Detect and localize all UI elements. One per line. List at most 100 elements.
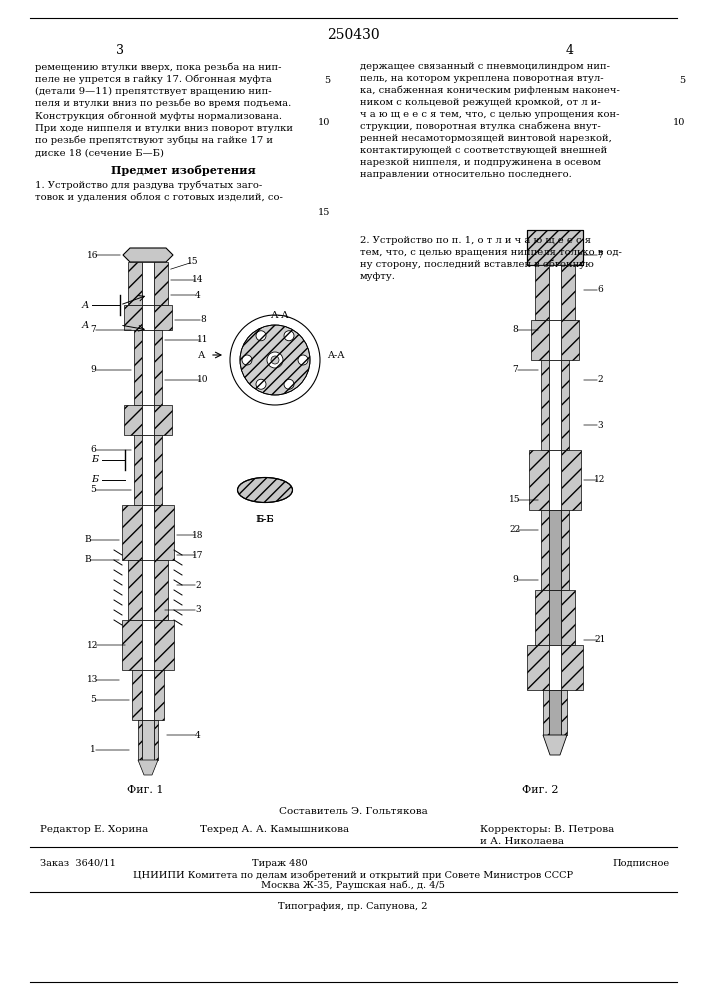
- Bar: [561, 265, 575, 320]
- Bar: [142, 720, 154, 760]
- Text: Корректоры: В. Петрова
и А. Николаева: Корректоры: В. Петрова и А. Николаева: [480, 825, 614, 846]
- Bar: [549, 510, 561, 590]
- Text: Редактор Е. Хорина: Редактор Е. Хорина: [40, 825, 148, 834]
- Bar: [122, 505, 142, 560]
- Bar: [535, 265, 549, 320]
- Text: 3: 3: [195, 605, 201, 614]
- Bar: [154, 405, 172, 435]
- Polygon shape: [123, 248, 173, 262]
- Text: B: B: [85, 536, 91, 544]
- Bar: [134, 330, 142, 405]
- Bar: [138, 720, 142, 760]
- Bar: [142, 620, 154, 670]
- Bar: [541, 360, 549, 450]
- Bar: [527, 230, 583, 265]
- Circle shape: [256, 379, 266, 389]
- Bar: [142, 560, 154, 620]
- Bar: [142, 505, 154, 560]
- Text: 10: 10: [672, 118, 685, 127]
- Bar: [561, 645, 583, 690]
- Text: 8: 8: [200, 316, 206, 324]
- Text: 22: 22: [509, 526, 520, 534]
- Text: 4: 4: [566, 43, 574, 56]
- Text: 2. Устройство по п. 1, о т л и ч а ю щ е е с я
тем, что, с целью вращения ниппел: 2. Устройство по п. 1, о т л и ч а ю щ е…: [360, 236, 622, 281]
- Text: Б-Б: Б-Б: [256, 515, 274, 524]
- Bar: [535, 590, 549, 645]
- Circle shape: [256, 331, 266, 341]
- Circle shape: [267, 352, 283, 368]
- Text: A-А: A-А: [327, 351, 344, 360]
- Circle shape: [240, 325, 310, 395]
- Text: 15: 15: [317, 208, 330, 217]
- Bar: [549, 360, 561, 450]
- Bar: [154, 620, 174, 670]
- Text: 2: 2: [195, 580, 201, 589]
- Text: 7: 7: [597, 250, 603, 259]
- Text: 12: 12: [595, 476, 606, 485]
- Polygon shape: [138, 760, 158, 775]
- Bar: [561, 690, 567, 735]
- Circle shape: [271, 356, 279, 364]
- Bar: [527, 645, 549, 690]
- Bar: [134, 435, 142, 505]
- Text: 250430: 250430: [327, 28, 380, 42]
- Text: Фиг. 1: Фиг. 1: [127, 785, 163, 795]
- Text: 3: 3: [116, 43, 124, 56]
- Circle shape: [284, 379, 294, 389]
- Bar: [529, 450, 549, 510]
- Text: 10: 10: [197, 375, 209, 384]
- Text: Техред А. А. Камышникова: Техред А. А. Камышникова: [200, 825, 349, 834]
- Text: Предмет изобретения: Предмет изобретения: [110, 165, 255, 176]
- Bar: [549, 690, 561, 735]
- Text: ЦНИИПИ Комитета по делам изобретений и открытий при Совете Министров СССР: ЦНИИПИ Комитета по делам изобретений и о…: [133, 870, 573, 880]
- Text: 5: 5: [679, 76, 685, 85]
- Text: Типография, пр. Сапунова, 2: Типография, пр. Сапунова, 2: [279, 902, 428, 911]
- Text: 14: 14: [192, 275, 204, 284]
- Bar: [549, 450, 561, 510]
- Bar: [154, 560, 168, 620]
- Text: 6: 6: [597, 286, 603, 294]
- Text: Фиг. 2: Фиг. 2: [522, 785, 559, 795]
- Bar: [142, 670, 154, 720]
- Bar: [527, 230, 583, 265]
- Bar: [142, 405, 154, 435]
- Bar: [124, 405, 142, 435]
- Bar: [549, 320, 561, 360]
- Bar: [142, 262, 154, 305]
- Bar: [154, 305, 172, 330]
- Text: 15: 15: [509, 495, 521, 504]
- Bar: [154, 505, 174, 560]
- Text: 12: 12: [87, 641, 99, 650]
- Ellipse shape: [238, 478, 293, 502]
- Text: Москва Ж-35, Раушская наб., д. 4/5: Москва Ж-35, Раушская наб., д. 4/5: [261, 881, 445, 890]
- Bar: [122, 620, 142, 670]
- Bar: [154, 670, 164, 720]
- Bar: [154, 720, 158, 760]
- Text: 5: 5: [90, 696, 96, 704]
- Bar: [561, 320, 579, 360]
- Text: 2: 2: [597, 375, 603, 384]
- Text: 9: 9: [512, 576, 518, 584]
- Bar: [154, 330, 162, 405]
- Text: А: А: [81, 300, 88, 310]
- Bar: [128, 560, 142, 620]
- Text: держащее связанный с пневмоцилиндром нип-
пель, на котором укреплена поворотная : держащее связанный с пневмоцилиндром нип…: [360, 62, 620, 179]
- Text: А: А: [198, 351, 205, 360]
- Text: 17: 17: [192, 550, 204, 560]
- Text: 21: 21: [595, 636, 606, 645]
- Bar: [543, 690, 549, 735]
- Text: 10: 10: [317, 118, 330, 127]
- Bar: [142, 305, 154, 330]
- Text: 18: 18: [192, 530, 204, 540]
- Text: Тираж 480: Тираж 480: [252, 859, 308, 868]
- Text: 8: 8: [512, 326, 518, 334]
- Bar: [154, 435, 162, 505]
- Bar: [132, 670, 142, 720]
- Text: Б: Б: [91, 456, 98, 464]
- Text: 1. Устройство для раздува трубчатых заго-
товок и удаления облоя с готовых издел: 1. Устройство для раздува трубчатых заго…: [35, 180, 283, 202]
- Text: 7: 7: [512, 365, 518, 374]
- Text: 6: 6: [90, 446, 96, 454]
- Text: ремещению втулки вверх, пока резьба на нип-
пеле не упрется в гайку 17. Обгонная: ремещению втулки вверх, пока резьба на н…: [35, 62, 293, 157]
- Bar: [142, 330, 154, 405]
- Text: Подписное: Подписное: [613, 859, 670, 868]
